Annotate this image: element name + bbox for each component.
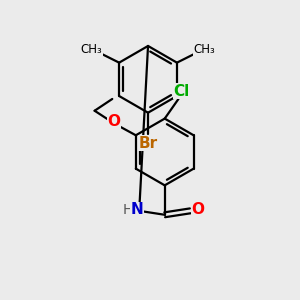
- Text: Br: Br: [139, 136, 158, 151]
- Text: H: H: [122, 203, 133, 217]
- Text: O: O: [192, 202, 205, 217]
- Text: CH₃: CH₃: [194, 44, 215, 56]
- Text: Cl: Cl: [173, 84, 190, 99]
- Text: O: O: [108, 114, 121, 129]
- Text: N: N: [131, 202, 144, 217]
- Text: CH₃: CH₃: [81, 44, 103, 56]
